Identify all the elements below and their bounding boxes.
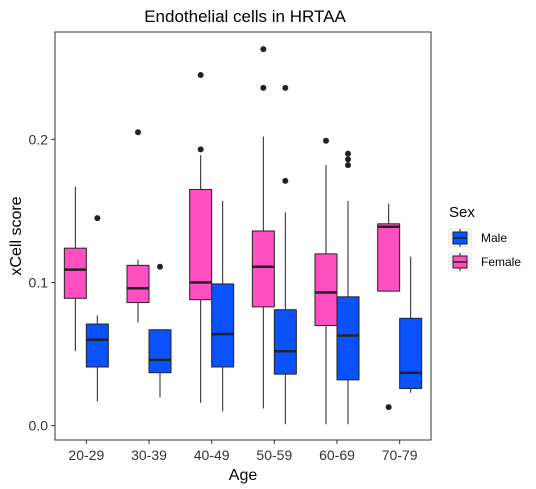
x-tick-label: 40-49 xyxy=(194,447,230,463)
box-female-70-79 xyxy=(377,203,401,411)
box-female-50-59 xyxy=(251,46,275,409)
box-male-30-39 xyxy=(148,263,172,398)
box-body xyxy=(63,247,87,299)
legend: Sex Male Female xyxy=(448,204,521,272)
box-body xyxy=(377,223,401,292)
box-male-20-29 xyxy=(85,215,109,402)
legend-label-male: Male xyxy=(481,231,507,245)
outlier-point xyxy=(135,129,141,136)
outlier-point xyxy=(260,84,267,91)
box-body xyxy=(251,230,275,308)
y-tick-label: 0.2 xyxy=(29,131,49,147)
x-axis: 20-29 30-39 40-49 50-59 60-69 70-79 xyxy=(68,440,418,463)
box-body xyxy=(85,323,109,368)
plot-panel xyxy=(54,31,432,441)
box-body xyxy=(314,253,338,326)
outlier-point xyxy=(260,46,267,53)
box-female-20-29 xyxy=(63,186,87,352)
box-body xyxy=(399,317,423,389)
box-body xyxy=(126,264,150,304)
x-tick-label: 70-79 xyxy=(382,447,418,463)
box-body xyxy=(189,188,213,301)
box-male-40-49 xyxy=(211,200,235,412)
box-male-70-79 xyxy=(399,256,423,393)
outlier-point xyxy=(282,84,289,91)
box-male-50-59 xyxy=(273,84,297,425)
legend-title: Sex xyxy=(449,204,475,221)
outlier-point xyxy=(345,162,351,169)
box-female-30-39 xyxy=(126,129,150,323)
box-female-40-49 xyxy=(189,71,213,403)
box-body xyxy=(336,296,360,381)
outlier-point xyxy=(197,71,204,78)
outlier-point xyxy=(157,263,163,270)
outlier-point xyxy=(282,177,289,184)
x-axis-title: Age xyxy=(229,467,258,484)
outlier-point xyxy=(323,137,329,144)
box-body xyxy=(211,283,235,368)
box-female-60-69 xyxy=(314,137,338,425)
x-tick-label: 50-59 xyxy=(256,447,292,463)
y-tick-label: 0.0 xyxy=(29,418,49,434)
outlier-point xyxy=(94,215,101,222)
x-tick-label: 30-39 xyxy=(131,447,167,463)
y-tick-label: 0.1 xyxy=(29,275,49,291)
boxes-layer xyxy=(63,46,423,425)
outlier-point xyxy=(385,404,392,411)
box-body xyxy=(148,329,172,374)
y-axis: 0.0 0.1 0.2 xyxy=(29,131,55,434)
box-body xyxy=(273,309,297,375)
box-male-60-69 xyxy=(336,150,360,425)
outlier-point xyxy=(197,146,204,153)
outlier-point xyxy=(345,156,351,163)
y-axis-title: xCell score xyxy=(8,196,25,275)
legend-label-female: Female xyxy=(481,255,521,269)
chart-title: Endothelial cells in HRTAA xyxy=(144,7,346,26)
outlier-point xyxy=(345,150,351,157)
x-tick-label: 60-69 xyxy=(319,447,355,463)
x-tick-label: 20-29 xyxy=(68,447,104,463)
